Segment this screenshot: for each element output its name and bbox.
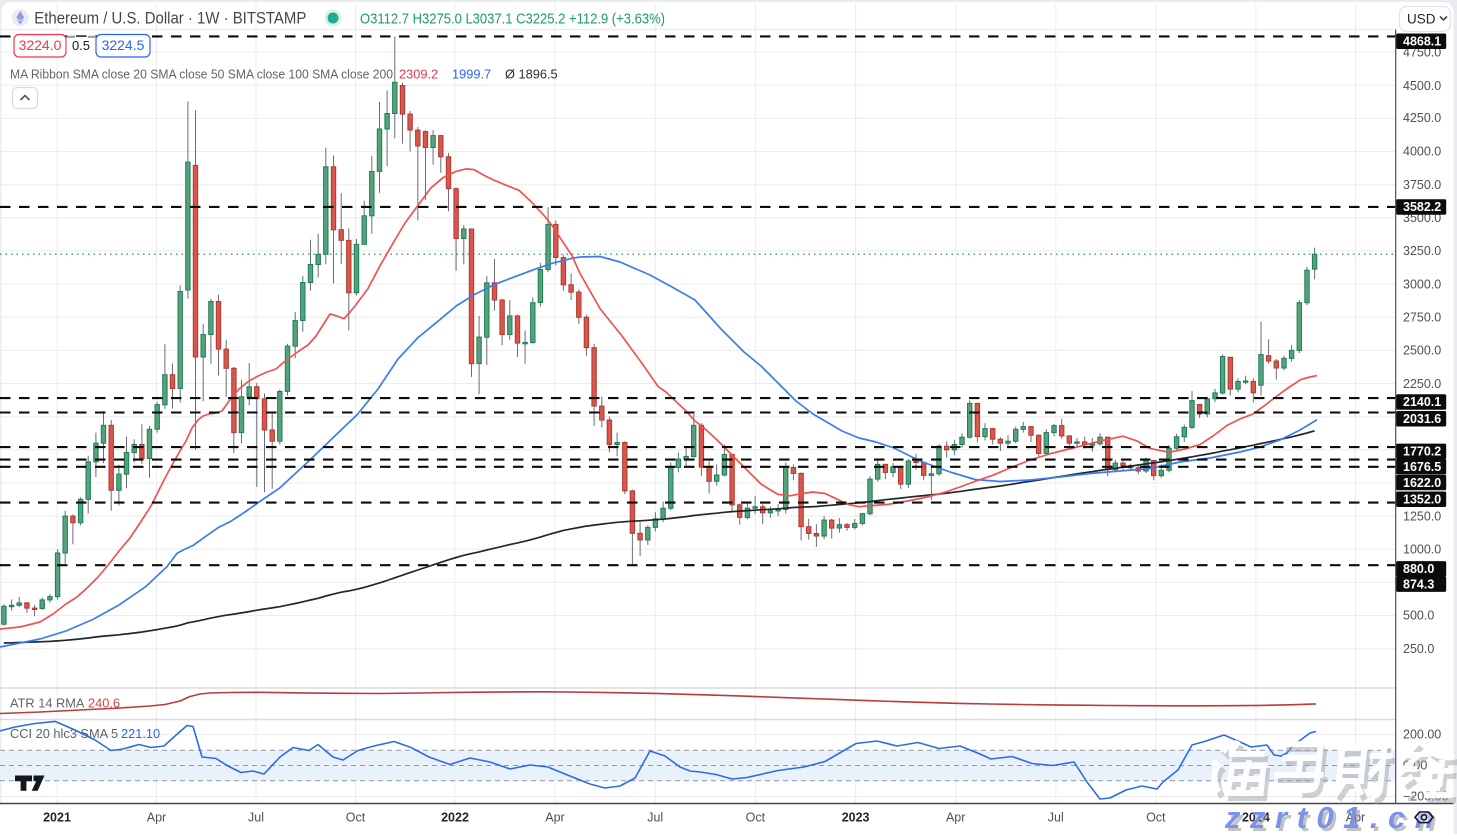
- svg-text:0.5: 0.5: [72, 38, 90, 53]
- svg-text:200.00: 200.00: [1403, 728, 1441, 742]
- svg-text:Jul: Jul: [647, 811, 663, 825]
- svg-text:250.0: 250.0: [1403, 642, 1434, 656]
- svg-text:2022: 2022: [441, 811, 469, 825]
- svg-text:2309.2: 2309.2: [399, 67, 438, 82]
- svg-text:4000.0: 4000.0: [1403, 144, 1441, 158]
- svg-text:4868.1: 4868.1: [1403, 35, 1441, 49]
- svg-text:Apr: Apr: [946, 811, 965, 825]
- svg-text:CCI 20 hlc3 SMA 5: CCI 20 hlc3 SMA 5: [10, 726, 118, 741]
- svg-text:zzrt01.cn: zzrt01.cn: [1224, 800, 1443, 834]
- svg-text:MA Ribbon SMA close 20 SMA clo: MA Ribbon SMA close 20 SMA close 50 SMA …: [10, 67, 393, 82]
- svg-text:2023: 2023: [842, 811, 870, 825]
- svg-text:2021: 2021: [43, 811, 71, 825]
- svg-text:3000.0: 3000.0: [1403, 277, 1441, 291]
- svg-text:3250.0: 3250.0: [1403, 244, 1441, 258]
- svg-text:2250.0: 2250.0: [1403, 377, 1441, 391]
- svg-text:ATR 14 RMA: ATR 14 RMA: [10, 696, 85, 711]
- svg-text:Ø 1896.5: Ø 1896.5: [505, 67, 558, 82]
- svg-text:874.3: 874.3: [1403, 577, 1434, 591]
- svg-text:1999.7: 1999.7: [452, 67, 491, 82]
- svg-text:3582.2: 3582.2: [1403, 200, 1441, 214]
- svg-text:1770.2: 1770.2: [1403, 445, 1441, 459]
- svg-text:Ethereum / U.S. Dollar · 1W ·: Ethereum / U.S. Dollar · 1W · BITSTAMP: [34, 10, 306, 28]
- svg-text:1622.0: 1622.0: [1403, 476, 1441, 490]
- svg-text:3224.0: 3224.0: [19, 37, 62, 53]
- svg-text:880.0: 880.0: [1403, 562, 1434, 576]
- svg-text:1676.5: 1676.5: [1403, 460, 1441, 474]
- svg-text:4250.0: 4250.0: [1403, 111, 1441, 125]
- svg-text:2024: 2024: [1242, 811, 1270, 825]
- svg-text:221.10: 221.10: [121, 726, 160, 741]
- svg-text:3224.5: 3224.5: [102, 37, 145, 53]
- svg-text:3750.0: 3750.0: [1403, 178, 1441, 192]
- svg-text:Apr: Apr: [147, 811, 166, 825]
- svg-text:Oct: Oct: [1146, 811, 1166, 825]
- svg-text:1250.0: 1250.0: [1403, 509, 1441, 523]
- svg-text:2031.6: 2031.6: [1403, 412, 1441, 426]
- svg-text:Apr: Apr: [1346, 811, 1365, 825]
- svg-text:1352.0: 1352.0: [1403, 493, 1441, 507]
- svg-text:Jul: Jul: [1048, 811, 1064, 825]
- svg-text:2140.1: 2140.1: [1403, 395, 1441, 409]
- svg-text:zzrt01.cn: zzrt01.cn: [1227, 803, 1446, 834]
- svg-text:Oct: Oct: [346, 811, 366, 825]
- svg-text:USD: USD: [1407, 12, 1436, 27]
- svg-text:1000.0: 1000.0: [1403, 542, 1441, 556]
- svg-text:2500.0: 2500.0: [1403, 344, 1441, 358]
- svg-text:4500.0: 4500.0: [1403, 79, 1441, 93]
- svg-text:240.6: 240.6: [88, 696, 120, 711]
- svg-text:2750.0: 2750.0: [1403, 311, 1441, 325]
- svg-text:Apr: Apr: [545, 811, 564, 825]
- svg-text:500.0: 500.0: [1403, 609, 1434, 623]
- svg-text:Jul: Jul: [248, 811, 264, 825]
- svg-text:O3112.7 H3275.0 L3037.1 C3225.: O3112.7 H3275.0 L3037.1 C3225.2 +112.9 (…: [360, 12, 665, 28]
- svg-text:Oct: Oct: [746, 811, 766, 825]
